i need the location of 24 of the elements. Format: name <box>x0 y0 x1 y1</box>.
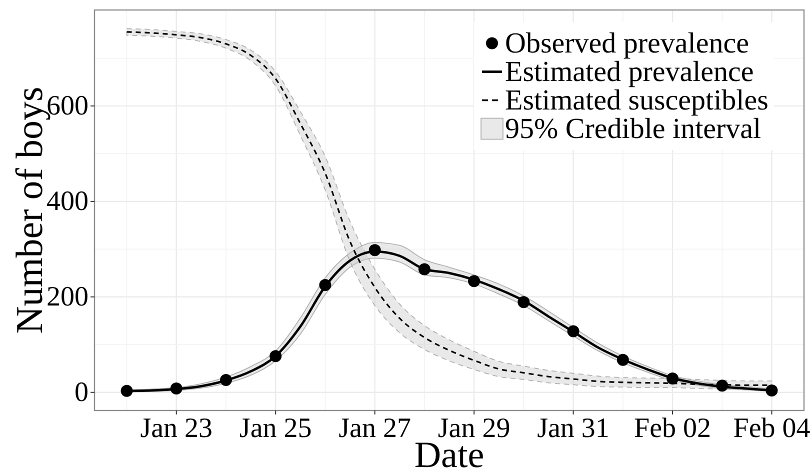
x-tick-label: Jan 25 <box>239 413 312 444</box>
point <box>270 350 282 362</box>
point <box>418 263 430 276</box>
x-tick-label: Jan 31 <box>537 413 610 444</box>
y-tick-label: 400 <box>46 186 88 217</box>
point <box>716 380 728 392</box>
y-tick-label: 0 <box>74 376 88 408</box>
point <box>170 382 182 395</box>
point <box>616 354 629 366</box>
x-tick-label: Jan 23 <box>140 413 213 444</box>
point <box>319 278 332 291</box>
point <box>567 325 580 338</box>
point <box>220 374 232 386</box>
point <box>518 296 530 308</box>
legend-label: Observed prevalence <box>505 27 749 60</box>
x-tick-label: Feb 04 <box>733 413 810 444</box>
point <box>666 372 679 385</box>
x-tick-label: Jan 29 <box>438 413 510 444</box>
x-tick-label: Feb 02 <box>634 413 712 444</box>
x-tick-label: Jan 27 <box>338 413 411 444</box>
point <box>468 275 480 288</box>
point <box>766 384 778 396</box>
point <box>368 244 381 256</box>
point <box>120 384 133 397</box>
